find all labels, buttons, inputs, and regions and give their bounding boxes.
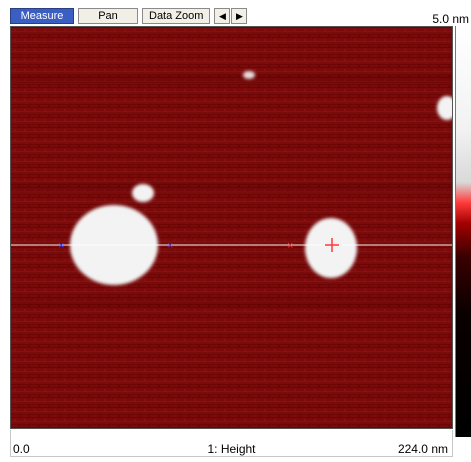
afm-height-image: × × × [11, 27, 452, 428]
colorbar-max-label: 5.0 nm [432, 12, 469, 26]
red-x-marker: × [287, 240, 293, 252]
measurement-markers: × × × [58, 240, 293, 252]
particle-medium [305, 218, 357, 278]
right-arrow-icon[interactable]: ▶ [231, 8, 248, 24]
height-colorbar [455, 26, 471, 437]
particle-speck [243, 71, 255, 79]
particle-small-top [132, 184, 154, 202]
particle-edge [437, 96, 452, 120]
pan-button[interactable]: Pan [78, 8, 138, 24]
scan-band [11, 75, 452, 83]
data-zoom-button[interactable]: Data Zoom [142, 8, 211, 24]
left-arrow-icon[interactable]: ◀ [214, 8, 231, 24]
toolbar: Measure Pan Data Zoom ◀ ▶ [10, 8, 248, 24]
afm-image-view[interactable]: × × × [10, 26, 453, 429]
x-axis-end: 224.0 nm [397, 442, 448, 456]
x-axis-start: 0.0 [13, 442, 30, 456]
channel-label: 1: Height [207, 442, 256, 456]
red-plus-icon [325, 238, 339, 252]
measure-button[interactable]: Measure [10, 8, 74, 24]
scan-band [11, 182, 452, 192]
x-axis-footer: 0.0 1: Height 224.0 nm [10, 430, 453, 457]
nav-arrows: ◀ ▶ [214, 8, 248, 24]
blue-x-marker: × [58, 240, 64, 252]
scan-band [11, 297, 452, 307]
blue-x-marker: × [167, 240, 173, 252]
